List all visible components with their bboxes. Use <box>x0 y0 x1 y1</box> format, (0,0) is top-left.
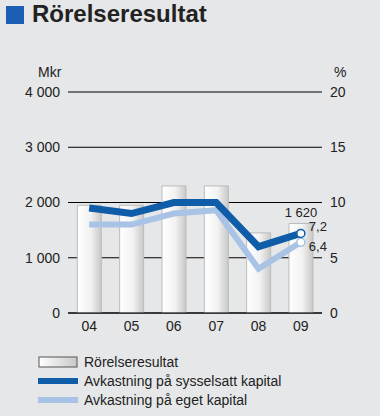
svg-text:09: 09 <box>293 318 309 334</box>
svg-text:1 000: 1 000 <box>25 250 60 266</box>
svg-text:15: 15 <box>330 139 346 155</box>
svg-text:0: 0 <box>330 305 338 321</box>
svg-text:10: 10 <box>330 194 346 210</box>
svg-text:3 000: 3 000 <box>25 139 60 155</box>
svg-text:0: 0 <box>52 305 60 321</box>
svg-text:7,2: 7,2 <box>309 219 327 234</box>
svg-text:2 000: 2 000 <box>25 194 60 210</box>
svg-text:04: 04 <box>81 318 97 334</box>
svg-text:08: 08 <box>251 318 267 334</box>
svg-text:20: 20 <box>330 84 346 100</box>
svg-text:07: 07 <box>208 318 224 334</box>
html-text:Mkr: Mkr <box>38 64 62 80</box>
html-text:Avkastning på eget kapital: Avkastning på eget kapital <box>84 391 248 408</box>
svg-text:06: 06 <box>166 318 182 334</box>
svg-text:05: 05 <box>124 318 140 334</box>
svg-text:4 000: 4 000 <box>25 84 60 100</box>
html-text:Rörelseresultat: Rörelseresultat <box>32 0 207 27</box>
svg-text:6,4: 6,4 <box>309 239 327 254</box>
html-text:Rörelseresultat: Rörelseresultat <box>84 353 179 370</box>
svg-text:1 620: 1 620 <box>285 205 318 220</box>
svg-text:5: 5 <box>330 250 338 266</box>
html-text:Avkastning på sysselsatt kapit: Avkastning på sysselsatt kapital <box>84 372 282 389</box>
